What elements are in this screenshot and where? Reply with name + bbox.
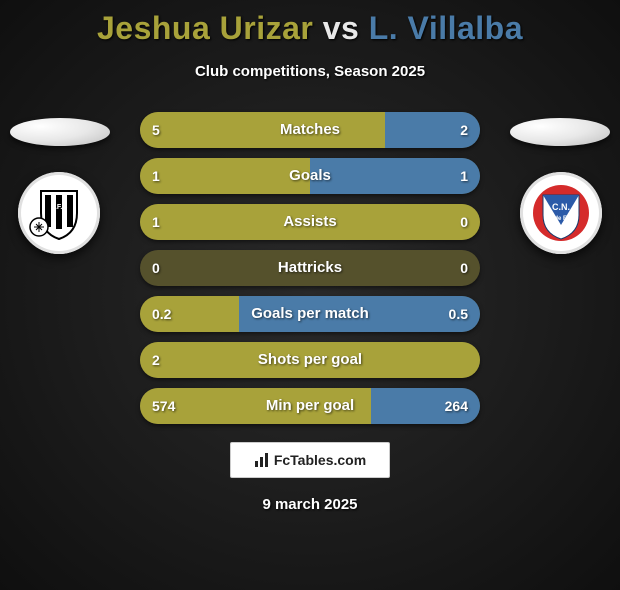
stat-label: Hattricks bbox=[140, 250, 480, 286]
player1-name: Jeshua Urizar bbox=[97, 10, 313, 46]
brand-chart-icon bbox=[254, 452, 270, 468]
stat-row: 0.20.5Goals per match bbox=[140, 296, 480, 332]
team2-shield-icon: C.N. de F. bbox=[529, 181, 593, 245]
stat-row: 2Shots per goal bbox=[140, 342, 480, 378]
team2-badge: C.N. de F. bbox=[520, 172, 602, 254]
player2-disc bbox=[510, 118, 610, 146]
date-text: 9 march 2025 bbox=[0, 496, 620, 513]
stat-row: 574264Min per goal bbox=[140, 388, 480, 424]
player2-name: L. Villalba bbox=[369, 10, 523, 46]
stat-row: 11Goals bbox=[140, 158, 480, 194]
svg-text:de F.: de F. bbox=[554, 216, 568, 222]
stat-row: 10Assists bbox=[140, 204, 480, 240]
stat-row: 00Hattricks bbox=[140, 250, 480, 286]
svg-text:C.N.: C.N. bbox=[552, 202, 570, 212]
comparison-title: Jeshua Urizar vs L. Villalba bbox=[0, 10, 620, 47]
svg-text:L.F.C: L.F.C bbox=[51, 204, 68, 211]
stat-label: Matches bbox=[140, 112, 480, 148]
team1-shield-icon: L.F.C bbox=[29, 183, 89, 243]
stat-label: Shots per goal bbox=[140, 342, 480, 378]
stats-stage: L.F.C C.N. de F. 52Matches 11Goals 10Assis… bbox=[0, 100, 620, 424]
stat-label: Goals bbox=[140, 158, 480, 194]
stats-rows: 52Matches 11Goals 10Assists 00Hattricks 0.20… bbox=[140, 100, 480, 424]
stat-label: Goals per match bbox=[140, 296, 480, 332]
team1-badge: L.F.C bbox=[18, 172, 100, 254]
stat-label: Assists bbox=[140, 204, 480, 240]
stat-row: 52Matches bbox=[140, 112, 480, 148]
brand-text: FcTables.com bbox=[274, 452, 366, 468]
brand-box[interactable]: FcTables.com bbox=[230, 442, 390, 478]
player1-disc bbox=[10, 118, 110, 146]
stat-label: Min per goal bbox=[140, 388, 480, 424]
vs-text: vs bbox=[323, 10, 360, 46]
subtitle: Club competitions, Season 2025 bbox=[0, 63, 620, 80]
